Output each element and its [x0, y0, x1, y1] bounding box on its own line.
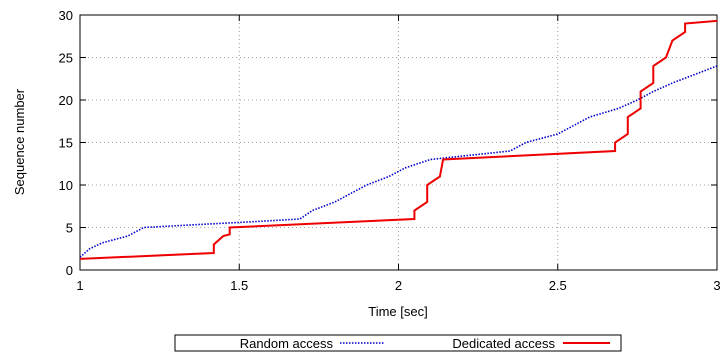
series-layer	[79, 19, 718, 260]
y-tick-label-3: 15	[59, 136, 73, 151]
x-tick-label-0: 1	[76, 278, 83, 293]
x-axis-label: Time [sec]	[368, 304, 427, 319]
legend-label-dedicated-access: Dedicated access	[452, 336, 555, 351]
x-tick-label-3: 2.5	[549, 278, 567, 293]
y-tick-label-6: 30	[59, 8, 73, 23]
legend-box	[174, 334, 622, 352]
legend: Random access Dedicated access	[174, 334, 622, 352]
x-tick-label-2: 2	[395, 278, 402, 293]
x-axis: 1 1.5 2 2.5 3	[76, 15, 720, 293]
y-tick-label-4: 20	[59, 93, 73, 108]
x-tick-label-1: 1.5	[230, 278, 248, 293]
y-axis-label: Sequence number	[12, 88, 27, 195]
y-tick-label-1: 5	[66, 221, 73, 236]
series-line-random-access	[79, 65, 718, 258]
y-tick-label-2: 10	[59, 178, 73, 193]
legend-label-random-access: Random access	[240, 336, 334, 351]
y-tick-label-0: 0	[66, 263, 73, 278]
y-axis: 0 5 10 15 20 25 30	[59, 8, 717, 278]
series-line-dedicated-access	[79, 19, 718, 260]
x-tick-label-4: 3	[713, 278, 720, 293]
y-tick-label-5: 25	[59, 51, 73, 66]
grid-lines	[80, 15, 717, 270]
